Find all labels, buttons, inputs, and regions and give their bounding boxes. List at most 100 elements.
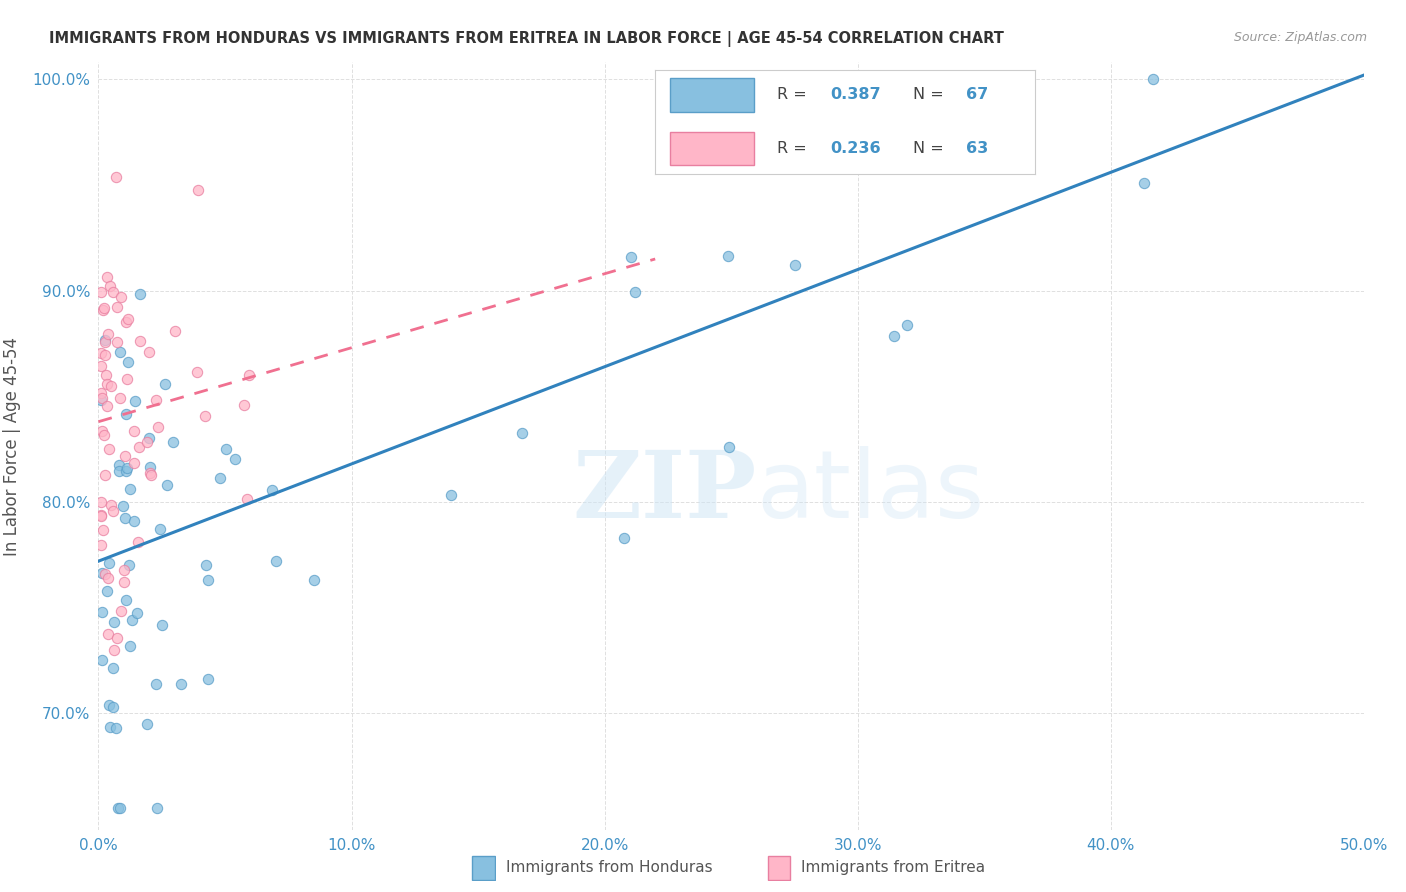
Point xyxy=(870,140,893,154)
Point xyxy=(101,285,124,299)
Point xyxy=(124,424,146,438)
Point xyxy=(127,606,149,620)
Point xyxy=(94,368,117,382)
Point xyxy=(145,677,167,691)
Point xyxy=(139,466,162,480)
Point xyxy=(105,632,128,646)
Point xyxy=(115,460,138,475)
Text: Immigrants from Honduras: Immigrants from Honduras xyxy=(506,861,713,875)
Point xyxy=(613,532,636,546)
FancyBboxPatch shape xyxy=(472,856,495,880)
Point xyxy=(94,566,117,581)
Point xyxy=(105,169,128,184)
Text: Source: ZipAtlas.com: Source: ZipAtlas.com xyxy=(1233,31,1367,45)
Point xyxy=(510,426,533,441)
Point xyxy=(97,571,120,585)
Point xyxy=(90,538,112,552)
Point xyxy=(146,420,169,434)
Point xyxy=(108,392,131,406)
Point xyxy=(91,424,114,438)
Point xyxy=(114,449,136,463)
Point xyxy=(100,379,122,393)
Point xyxy=(717,248,740,262)
Point xyxy=(101,700,124,714)
Point xyxy=(186,365,208,379)
Point xyxy=(105,335,128,350)
Point xyxy=(94,348,117,362)
Point xyxy=(103,504,125,518)
Text: ZIP: ZIP xyxy=(572,447,756,537)
Point xyxy=(128,440,150,454)
Point xyxy=(238,368,260,383)
Point xyxy=(1142,72,1164,87)
Point xyxy=(118,558,141,572)
Point xyxy=(117,311,139,326)
Point xyxy=(115,315,138,329)
Point xyxy=(783,258,806,272)
Point xyxy=(440,488,463,502)
Text: IMMIGRANTS FROM HONDURAS VS IMMIGRANTS FROM ERITREA IN LABOR FORCE | AGE 45-54 C: IMMIGRANTS FROM HONDURAS VS IMMIGRANTS F… xyxy=(49,31,1004,47)
Point xyxy=(98,279,121,293)
Point xyxy=(124,394,146,409)
Point xyxy=(170,677,193,691)
Point xyxy=(129,334,152,348)
Point xyxy=(107,801,129,815)
Point xyxy=(112,563,135,577)
Point xyxy=(624,285,647,299)
Point xyxy=(187,183,209,197)
Point xyxy=(103,643,125,657)
Point xyxy=(96,270,118,285)
Point xyxy=(264,554,287,568)
Point xyxy=(139,460,162,475)
Point xyxy=(146,801,169,815)
Point xyxy=(121,613,143,627)
Point xyxy=(96,399,118,413)
Point xyxy=(153,377,176,392)
Point xyxy=(108,464,131,478)
Point xyxy=(97,698,120,712)
Point xyxy=(98,719,121,733)
Point xyxy=(127,535,149,549)
Point xyxy=(90,495,112,509)
Point xyxy=(883,328,905,343)
Point xyxy=(94,335,117,350)
Point xyxy=(91,302,114,317)
Point xyxy=(97,627,120,641)
Point xyxy=(93,301,115,316)
Point xyxy=(90,285,112,299)
Point xyxy=(197,672,219,686)
Point xyxy=(302,574,325,588)
Point xyxy=(156,478,179,492)
Point xyxy=(120,483,142,497)
Point xyxy=(108,458,131,472)
Point xyxy=(90,508,112,523)
Point xyxy=(194,409,217,423)
Point xyxy=(112,574,135,589)
Point xyxy=(209,471,232,485)
Point xyxy=(98,556,121,570)
Point xyxy=(107,300,129,314)
Point xyxy=(100,498,122,512)
Point xyxy=(197,573,219,587)
Point xyxy=(149,522,172,536)
Point xyxy=(94,468,117,483)
Point xyxy=(224,451,246,466)
Point xyxy=(163,324,186,338)
Point xyxy=(138,344,160,359)
Point xyxy=(90,508,112,523)
Point xyxy=(145,393,167,408)
Point xyxy=(195,558,218,573)
Point xyxy=(111,499,134,513)
Y-axis label: In Labor Force | Age 45-54: In Labor Force | Age 45-54 xyxy=(3,336,21,556)
Point xyxy=(136,435,159,450)
Point xyxy=(118,639,141,653)
Point xyxy=(620,251,643,265)
Point xyxy=(110,604,132,618)
Point xyxy=(98,442,121,456)
Point xyxy=(122,514,145,528)
Point xyxy=(233,399,256,413)
Point xyxy=(96,584,118,599)
Point xyxy=(215,442,238,456)
Point xyxy=(91,653,114,667)
Point xyxy=(1133,176,1156,190)
